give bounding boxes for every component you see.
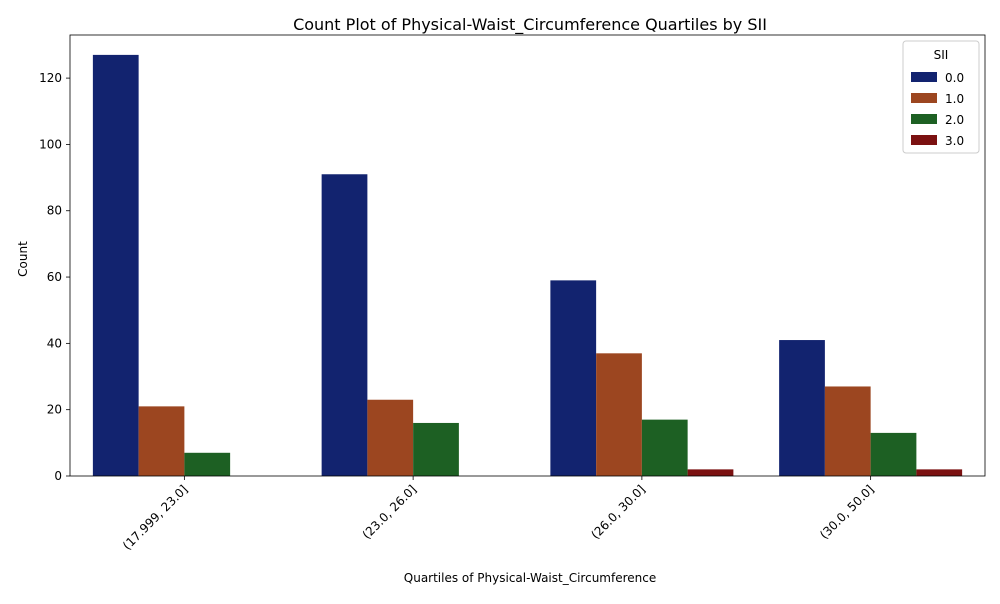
bar [184,452,231,476]
legend-title: SII [934,48,949,62]
bars-group [92,54,963,476]
bar [138,406,185,476]
plot-frame [69,34,986,477]
legend-box [902,40,980,154]
y-tick-label: 20 [47,403,62,417]
bar [321,174,368,476]
bar [550,280,597,476]
legend-label: 0.0 [945,71,964,85]
x-tick-label: (26.0, 30.0] [588,482,648,542]
x-tick-label: (23.0, 26.0] [360,482,420,542]
legend: SII 0.0 1.0 2.0 3.0 [902,40,980,154]
legend-label: 1.0 [945,92,964,106]
x-axis-label: Quartiles of Physical-Waist_Circumferenc… [404,571,656,585]
y-tick-label: 0 [54,469,62,483]
bar [870,432,917,476]
y-tick-label: 80 [47,204,62,218]
legend-swatch [911,114,937,124]
y-tick-label: 40 [47,336,62,350]
bar [92,54,139,476]
bar [687,469,734,476]
x-tick-label: (17.999, 23.0] [120,482,191,553]
bar [824,386,871,476]
y-tick-label: 100 [39,137,62,151]
legend-label: 2.0 [945,113,964,127]
bar [916,469,963,476]
x-tick-label: (30.0, 50.0] [817,482,877,542]
bar [779,340,825,476]
y-axis-label: Count [16,241,30,277]
bar [596,353,642,476]
legend-swatch [911,93,937,103]
legend-swatch [911,135,937,145]
legend-label: 3.0 [945,134,964,148]
bar [641,419,688,476]
legend-swatch [911,72,937,82]
y-tick-label: 60 [47,270,62,284]
bar [367,399,414,476]
chart-title: Count Plot of Physical-Waist_Circumferen… [293,15,767,35]
bar [413,422,459,476]
y-tick-label: 120 [39,71,62,85]
